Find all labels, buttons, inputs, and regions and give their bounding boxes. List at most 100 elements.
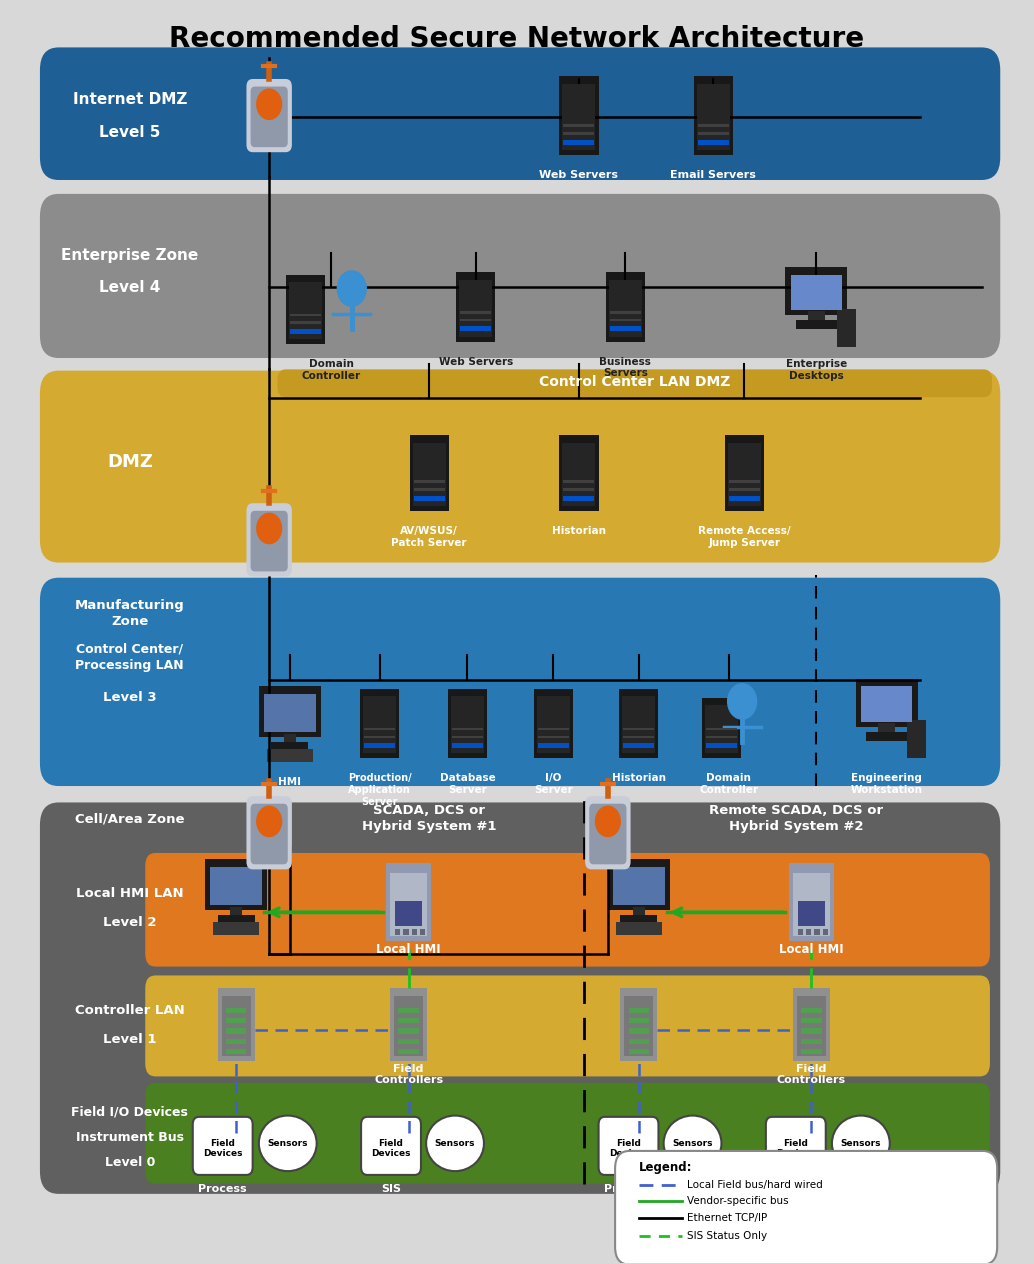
Bar <box>698 124 729 126</box>
Circle shape <box>596 806 620 837</box>
Bar <box>801 1039 822 1044</box>
Bar <box>414 495 445 501</box>
Bar <box>386 863 431 942</box>
Text: Control Center/
Processing LAN: Control Center/ Processing LAN <box>75 643 184 671</box>
Bar <box>258 686 321 737</box>
Bar <box>725 435 764 511</box>
Bar <box>230 908 242 918</box>
Bar <box>290 321 321 324</box>
Bar <box>213 923 258 935</box>
Text: Controller LAN: Controller LAN <box>74 1005 185 1018</box>
Bar <box>629 1009 649 1014</box>
Bar <box>564 131 595 134</box>
Bar <box>538 743 569 748</box>
Bar <box>360 689 399 758</box>
Bar <box>456 272 495 341</box>
Bar <box>564 139 595 144</box>
Bar <box>210 867 262 905</box>
Text: Local Field bus/hard wired: Local Field bus/hard wired <box>688 1181 823 1189</box>
Bar <box>856 679 917 727</box>
Ellipse shape <box>258 1116 316 1172</box>
Bar <box>564 480 595 483</box>
Bar <box>564 495 595 501</box>
Bar <box>395 929 400 935</box>
Text: SIS Status Only: SIS Status Only <box>688 1231 767 1240</box>
Text: Field
Devices: Field Devices <box>609 1139 648 1158</box>
Text: Field
Controllers: Field Controllers <box>777 1064 846 1086</box>
Bar <box>815 929 820 935</box>
Bar <box>534 689 573 758</box>
Bar <box>420 929 425 935</box>
Bar <box>798 929 803 935</box>
Text: HMI: HMI <box>278 777 301 787</box>
Bar <box>620 988 658 1062</box>
Text: Remote SCADA, DCS or
Hybrid System #2: Remote SCADA, DCS or Hybrid System #2 <box>708 804 883 833</box>
Bar <box>225 1019 246 1024</box>
Bar <box>564 488 595 490</box>
Text: Vendor-specific bus: Vendor-specific bus <box>688 1197 789 1206</box>
Text: SIS: SIS <box>381 1184 401 1193</box>
Bar <box>364 743 395 748</box>
FancyBboxPatch shape <box>192 1117 252 1176</box>
Text: Domain
Controller: Domain Controller <box>699 774 758 795</box>
Bar <box>364 736 395 738</box>
Bar <box>629 1049 649 1054</box>
Bar <box>398 1049 419 1054</box>
Bar <box>390 988 427 1062</box>
Text: Field
Controllers: Field Controllers <box>374 1064 444 1086</box>
Text: Enterprise
Desktops: Enterprise Desktops <box>786 359 847 380</box>
Bar <box>809 311 825 324</box>
Bar <box>290 313 321 316</box>
Text: I/O
Server: I/O Server <box>534 774 573 795</box>
FancyBboxPatch shape <box>277 369 992 397</box>
Text: Production/
Application
Server: Production/ Application Server <box>347 774 412 806</box>
Bar <box>451 696 484 753</box>
Bar <box>861 686 912 722</box>
Text: Field
Devices: Field Devices <box>371 1139 410 1158</box>
Bar <box>622 696 656 753</box>
Text: Email Servers: Email Servers <box>670 169 756 179</box>
FancyBboxPatch shape <box>40 578 1000 786</box>
Circle shape <box>728 684 757 719</box>
FancyBboxPatch shape <box>145 1083 990 1184</box>
Bar <box>267 750 312 762</box>
Text: Legend:: Legend: <box>639 1160 693 1174</box>
Bar <box>225 1049 246 1054</box>
FancyBboxPatch shape <box>250 86 287 147</box>
FancyBboxPatch shape <box>585 796 631 870</box>
Bar <box>620 915 658 923</box>
Bar <box>225 1029 246 1034</box>
FancyBboxPatch shape <box>246 78 292 152</box>
FancyBboxPatch shape <box>250 511 287 571</box>
FancyBboxPatch shape <box>246 503 292 576</box>
Bar <box>459 279 492 336</box>
Bar <box>698 131 729 134</box>
Bar <box>460 326 491 331</box>
Text: Level 4: Level 4 <box>99 279 160 295</box>
Bar <box>205 860 267 910</box>
Text: Local HMI LAN: Local HMI LAN <box>75 887 184 900</box>
Bar <box>606 272 645 341</box>
Bar <box>629 1019 649 1024</box>
Bar <box>448 689 487 758</box>
Bar <box>412 929 417 935</box>
Bar <box>413 442 446 506</box>
FancyBboxPatch shape <box>361 1117 421 1176</box>
FancyBboxPatch shape <box>589 804 627 865</box>
Bar <box>879 723 895 736</box>
Bar <box>460 311 491 313</box>
Text: Level 2: Level 2 <box>103 916 156 929</box>
Text: Level 5: Level 5 <box>99 125 160 139</box>
Bar <box>629 1039 649 1044</box>
Bar <box>398 1009 419 1014</box>
Bar <box>398 1029 419 1034</box>
Text: Level 3: Level 3 <box>103 691 156 704</box>
Bar <box>452 743 483 748</box>
Bar <box>705 705 738 753</box>
Bar <box>414 488 445 490</box>
Bar <box>786 267 848 315</box>
Text: Recommended Secure Network Architecture: Recommended Secure Network Architecture <box>170 24 864 53</box>
Bar <box>729 488 760 490</box>
Ellipse shape <box>426 1116 484 1172</box>
Bar <box>221 996 250 1057</box>
